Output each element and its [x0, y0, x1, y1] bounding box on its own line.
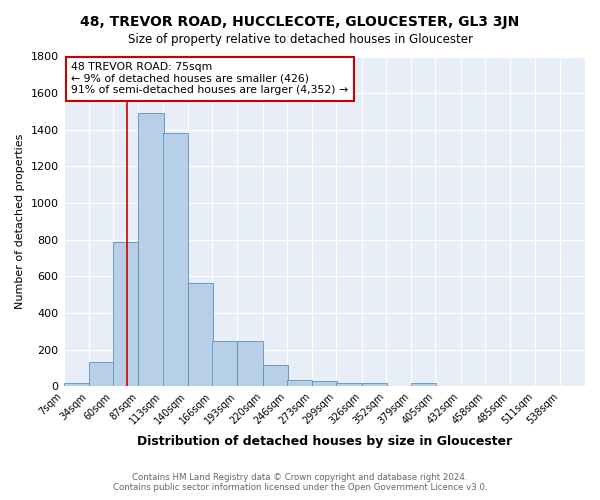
X-axis label: Distribution of detached houses by size in Gloucester: Distribution of detached houses by size …: [137, 434, 512, 448]
Bar: [212, 341, 238, 386]
Bar: [337, 382, 362, 386]
Text: 48, TREVOR ROAD, HUCCLECOTE, GLOUCESTER, GL3 3JN: 48, TREVOR ROAD, HUCCLECOTE, GLOUCESTER,…: [80, 15, 520, 29]
Bar: [287, 380, 312, 386]
Bar: [163, 132, 188, 386]
Bar: [312, 382, 337, 386]
Bar: [89, 362, 114, 386]
Text: Size of property relative to detached houses in Gloucester: Size of property relative to detached ho…: [128, 32, 473, 46]
Text: Contains HM Land Registry data © Crown copyright and database right 2024.
Contai: Contains HM Land Registry data © Crown c…: [113, 473, 487, 492]
Bar: [263, 366, 288, 386]
Y-axis label: Number of detached properties: Number of detached properties: [15, 134, 25, 309]
Bar: [362, 383, 387, 386]
Bar: [188, 283, 213, 387]
Bar: [64, 382, 89, 386]
Bar: [139, 114, 164, 386]
Bar: [113, 242, 139, 386]
Bar: [238, 341, 263, 386]
Bar: [411, 382, 436, 386]
Text: 48 TREVOR ROAD: 75sqm
← 9% of detached houses are smaller (426)
91% of semi-deta: 48 TREVOR ROAD: 75sqm ← 9% of detached h…: [71, 62, 348, 95]
